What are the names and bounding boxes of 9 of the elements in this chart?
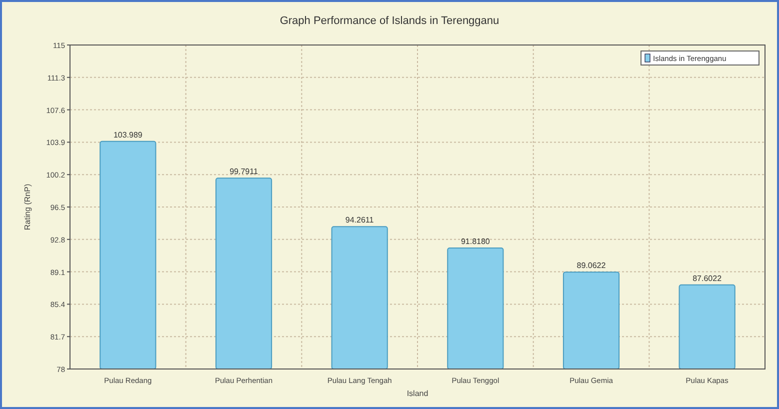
- data-label: 99.7911: [230, 167, 258, 176]
- data-label: 103.989: [113, 130, 143, 140]
- y-axis-title: Rating (RnP): [23, 184, 32, 230]
- data-label: 91.8180: [460, 237, 490, 246]
- chart-title: Graph Performance of Islands in Terengganu: [280, 15, 500, 27]
- x-axis-title: Island: [406, 389, 428, 398]
- data-label: 89.0622: [576, 261, 606, 270]
- data-label: 87.6022: [692, 274, 722, 283]
- data-label: 94.2611: [345, 216, 374, 225]
